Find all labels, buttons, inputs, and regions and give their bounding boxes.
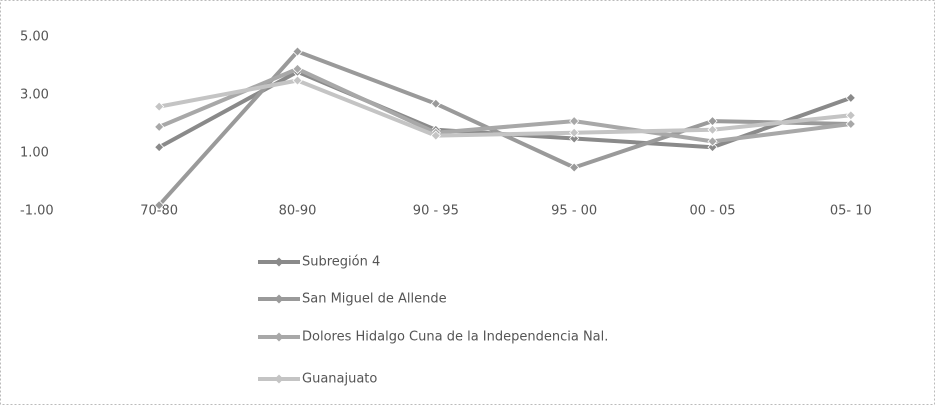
legend-label: Guanajuato	[302, 372, 377, 387]
legend-label: Dolores Hidalgo Cuna de la Independencia…	[302, 330, 608, 345]
series-marker	[845, 118, 856, 130]
series-marker	[292, 46, 303, 57]
series-marker	[707, 136, 718, 147]
series-marker	[292, 75, 303, 86]
series-line	[158, 66, 852, 144]
series-marker	[154, 121, 165, 132]
legend-label: San Miguel de Allende	[302, 292, 447, 307]
x-tick-label: 05- 10	[830, 204, 872, 219]
series-marker	[707, 142, 718, 153]
legend-label: Subregión 4	[302, 255, 380, 270]
x-tick-label: 90 - 95	[413, 204, 459, 219]
x-tick-label: 80-90	[279, 204, 317, 219]
x-tick-label: 95 - 00	[551, 204, 597, 219]
series-marker	[154, 200, 165, 211]
series-marker	[292, 63, 303, 74]
series-marker	[569, 162, 580, 173]
y-tick-label: 5.00	[20, 30, 49, 45]
x-tick-label: 70-80	[140, 204, 178, 219]
y-tick-label: 3.00	[20, 88, 49, 103]
legend-marker	[274, 332, 284, 342]
legend-marker	[274, 294, 284, 304]
legend-marker	[274, 374, 284, 384]
series-marker	[845, 110, 856, 121]
legend-marker	[274, 257, 284, 267]
series-marker	[154, 101, 165, 112]
series-line	[158, 78, 852, 138]
series-marker	[430, 130, 441, 141]
series-marker	[707, 124, 718, 135]
series-marker	[569, 116, 580, 127]
series-marker	[569, 133, 580, 144]
y-tick-label: -1.00	[20, 204, 54, 219]
series-marker	[569, 127, 580, 138]
series-marker	[845, 92, 856, 103]
series-marker	[430, 98, 441, 109]
y-tick-label: 1.00	[20, 146, 49, 161]
series-marker	[154, 142, 165, 153]
x-tick-label: 00 - 05	[689, 204, 735, 219]
